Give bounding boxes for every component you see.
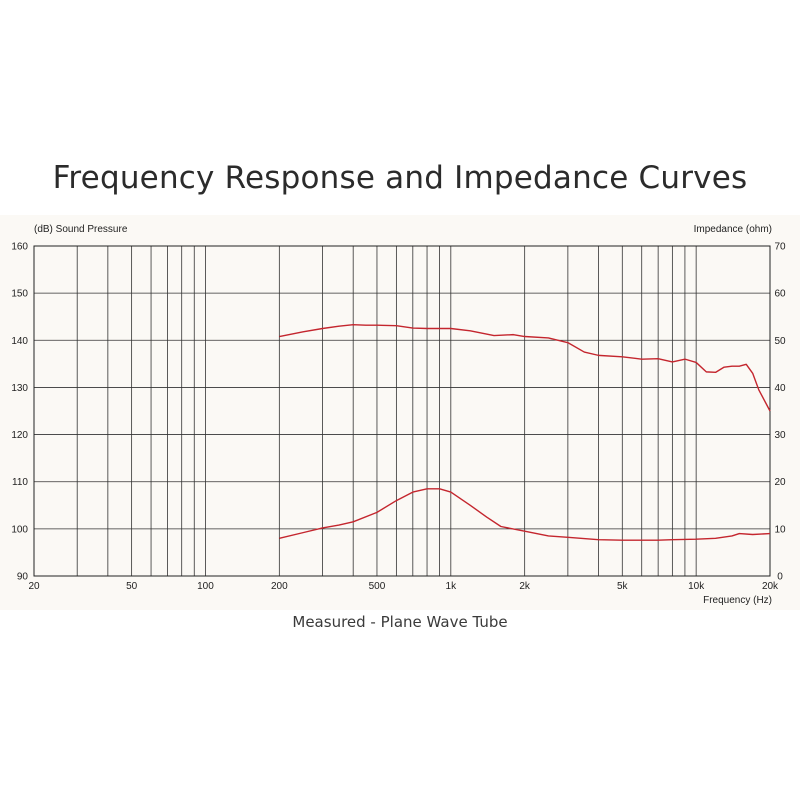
left-axis-label: (dB) Sound Pressure [34,224,128,235]
grid-vertical-lines [76,246,697,576]
x-tick-label: 2k [519,581,531,592]
left-tick-label: 120 [11,430,28,441]
x-tick-label: 5k [617,581,629,592]
right-tick-label: 70 [774,242,786,253]
chart-title: Frequency Response and Impedance Curves [52,160,748,196]
x-tick-label: 10k [688,581,705,592]
x-tick-label: 100 [197,581,214,592]
plot-frame [33,245,771,577]
x-axis-label: Frequency (Hz) [703,595,772,606]
x-tick-label: 500 [369,581,386,592]
impedance-curve [279,488,771,541]
left-tick-label: 140 [11,336,28,347]
left-tick-label: 110 [12,477,28,488]
right-tick-label: 30 [774,430,786,441]
left-tick-label: 130 [11,383,28,394]
x-tick-label: 200 [271,581,288,592]
right-tick-label: 50 [774,336,786,347]
left-tick-label: 100 [11,524,28,535]
right-tick-label: 60 [774,289,786,300]
chart-caption: Measured - Plane Wave Tube [292,613,508,631]
left-tick-labels: 160 150 140 130 120 110 100 90 [11,242,28,583]
right-tick-label: 20 [774,477,786,488]
sound-pressure-curve [279,324,771,412]
series-lines [279,324,771,541]
left-tick-label: 90 [17,572,29,583]
x-tick-label: 20 [28,581,40,592]
right-tick-label: 0 [777,572,783,583]
left-tick-label: 150 [11,289,28,300]
x-tick-label: 1k [446,581,458,592]
left-tick-label: 160 [11,242,28,253]
right-tick-label: 40 [774,383,786,394]
x-tick-label: 20k [762,581,779,592]
right-axis-label: Impedance (ohm) [694,224,772,235]
x-tick-label: 50 [126,581,138,592]
chart-panel [0,215,800,610]
x-tick-labels: 20 50 100 200 500 1k 2k 5k 10k 20k [28,581,779,592]
right-tick-labels: 70 60 50 40 30 20 10 0 [774,242,786,583]
right-tick-label: 10 [774,524,786,535]
grid-horizontal-lines [34,245,770,577]
